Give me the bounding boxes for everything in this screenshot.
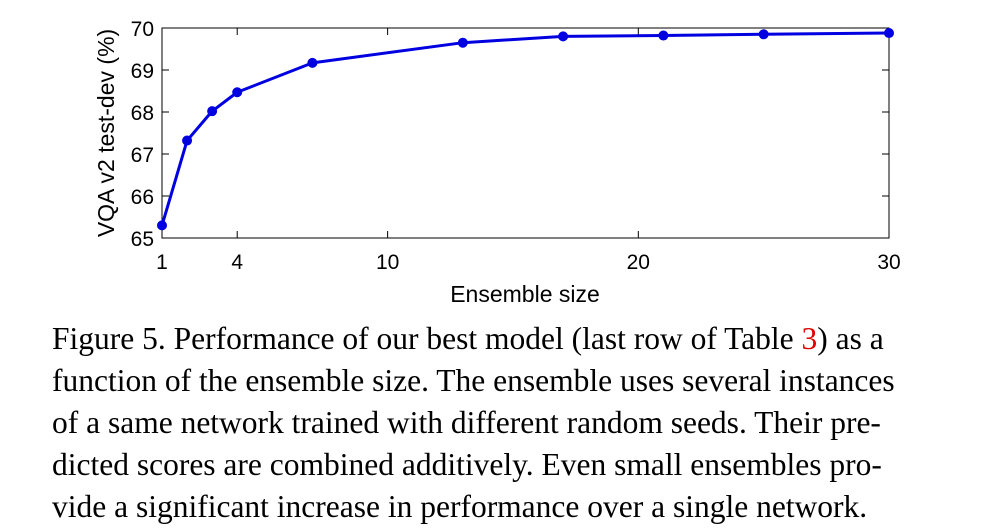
y-tick-label: 66 [131,186,154,209]
data-point [182,135,193,146]
data-point [558,31,569,42]
line-chart: 65 66 67 68 69 70 1 4 10 20 30 Ensemble size VQA … [93,18,901,307]
caption-text: Figure 5. Performance of our best model … [52,321,802,356]
x-axis: 1 4 10 20 30 [156,28,901,274]
plot-area [161,27,890,239]
data-point [658,30,669,41]
caption-text: ) as a [817,321,884,356]
x-axis-label: Ensemble size [450,281,600,307]
y-tick-label: 67 [131,144,154,167]
data-point [232,87,243,98]
caption-line: function of the ensemble size. The ensem… [52,363,895,398]
x-tick-label: 1 [156,251,168,274]
data-point [207,106,218,117]
y-axis: 65 66 67 68 69 70 [131,18,889,251]
data-point [157,220,167,231]
caption-line: of a same network trained with different… [52,405,881,440]
caption-line: dicted scores are combined additively. E… [52,447,882,482]
table-reference-link[interactable]: 3 [801,321,818,356]
data-point [457,37,468,48]
x-tick-label: 20 [627,251,650,274]
figure-caption: Figure 5. Performance of our best model … [52,318,962,528]
series-line [160,31,891,227]
x-tick-label: 30 [877,251,900,274]
series-points [157,28,894,231]
x-tick-label: 10 [376,251,399,274]
y-axis-label: VQA v2 test-dev (%) [93,29,119,237]
y-tick-label: 70 [131,18,154,41]
data-point [307,57,318,68]
data-point [758,29,769,40]
y-tick-label: 65 [131,228,154,251]
caption-line: vide a significant increase in performan… [52,489,868,524]
x-tick-label: 4 [231,251,243,274]
y-tick-label: 68 [131,102,154,125]
y-tick-label: 69 [131,60,154,83]
caption-line: Figure 5. Performance of our best model … [52,318,962,360]
data-point [884,28,894,39]
